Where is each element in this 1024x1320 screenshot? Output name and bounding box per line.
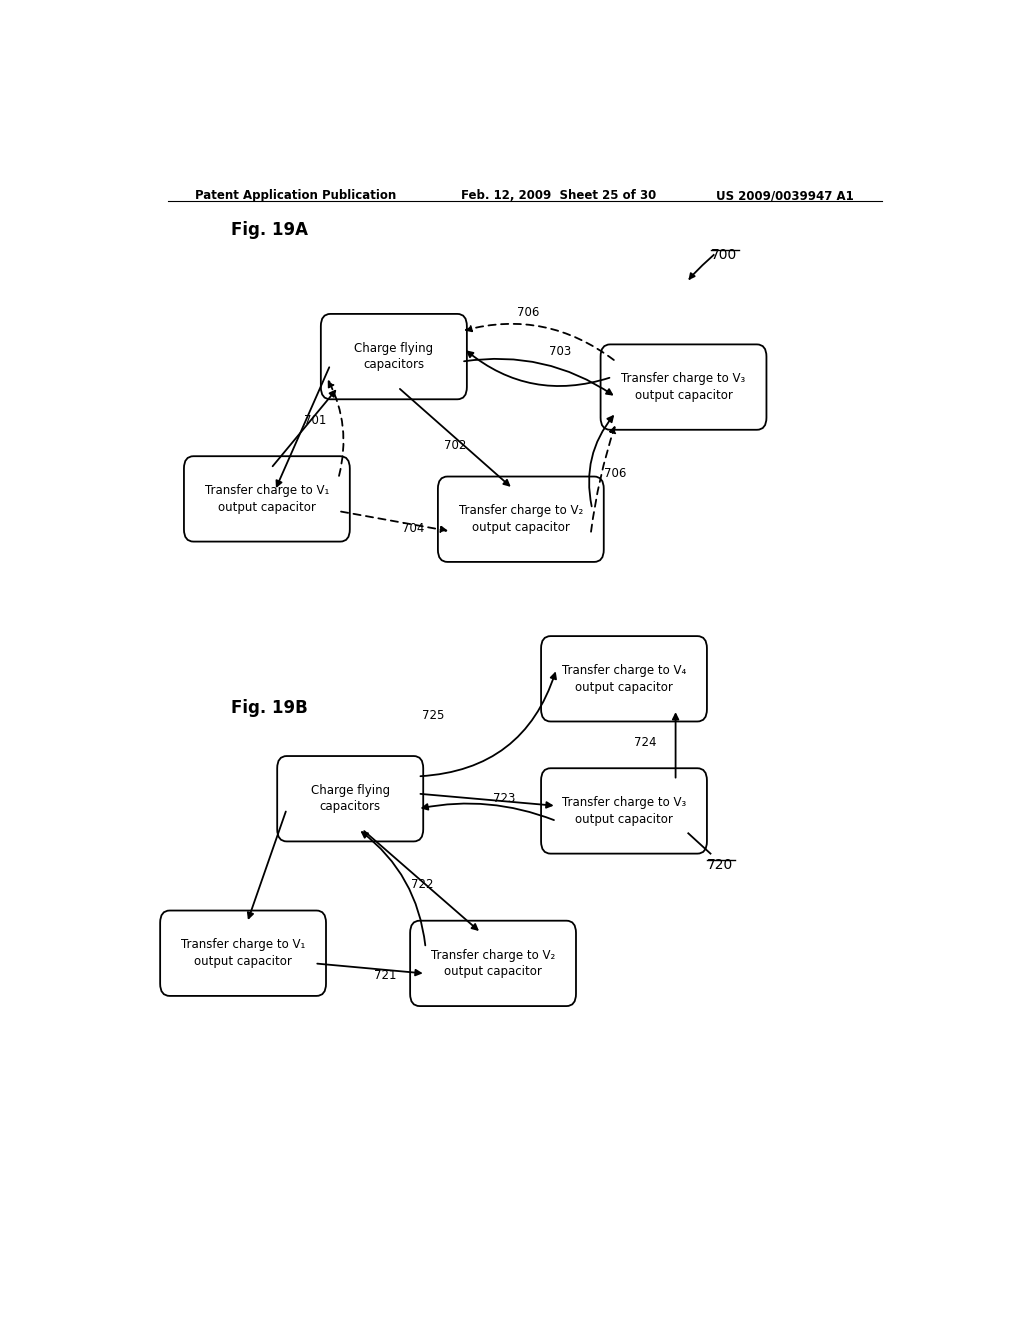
Text: 724: 724 [634, 737, 656, 750]
Text: 720: 720 [708, 858, 733, 871]
Text: Transfer charge to V₁
output capacitor: Transfer charge to V₁ output capacitor [181, 939, 305, 968]
FancyBboxPatch shape [184, 457, 350, 541]
Text: Charge flying
capacitors: Charge flying capacitors [310, 784, 390, 813]
FancyBboxPatch shape [411, 921, 575, 1006]
Text: Patent Application Publication: Patent Application Publication [196, 189, 396, 202]
Text: 703: 703 [549, 345, 570, 358]
Text: 704: 704 [401, 521, 424, 535]
Text: Charge flying
capacitors: Charge flying capacitors [354, 342, 433, 371]
FancyBboxPatch shape [601, 345, 766, 430]
Text: Transfer charge to V₂
output capacitor: Transfer charge to V₂ output capacitor [459, 504, 583, 535]
FancyBboxPatch shape [438, 477, 604, 562]
Text: Transfer charge to V₄
output capacitor: Transfer charge to V₄ output capacitor [562, 664, 686, 693]
Text: 722: 722 [411, 878, 433, 891]
FancyBboxPatch shape [541, 768, 707, 854]
Text: US 2009/0039947 A1: US 2009/0039947 A1 [717, 189, 854, 202]
FancyBboxPatch shape [278, 756, 423, 841]
Text: Transfer charge to V₃
output capacitor: Transfer charge to V₃ output capacitor [622, 372, 745, 401]
Text: 721: 721 [374, 969, 396, 982]
Text: Feb. 12, 2009  Sheet 25 of 30: Feb. 12, 2009 Sheet 25 of 30 [461, 189, 656, 202]
Text: 701: 701 [304, 414, 327, 428]
Text: Fig. 19B: Fig. 19B [231, 700, 308, 717]
Text: 706: 706 [604, 467, 627, 480]
Text: Transfer charge to V₃
output capacitor: Transfer charge to V₃ output capacitor [562, 796, 686, 826]
Text: 725: 725 [422, 709, 444, 722]
Text: Transfer charge to V₂
output capacitor: Transfer charge to V₂ output capacitor [431, 949, 555, 978]
FancyBboxPatch shape [321, 314, 467, 399]
FancyBboxPatch shape [541, 636, 707, 722]
Text: 723: 723 [494, 792, 515, 805]
Text: 700: 700 [712, 248, 737, 261]
Text: Fig. 19A: Fig. 19A [231, 222, 308, 239]
FancyBboxPatch shape [160, 911, 326, 995]
Text: Transfer charge to V₁
output capacitor: Transfer charge to V₁ output capacitor [205, 484, 329, 513]
Text: 702: 702 [443, 438, 466, 451]
Text: 706: 706 [517, 306, 540, 319]
